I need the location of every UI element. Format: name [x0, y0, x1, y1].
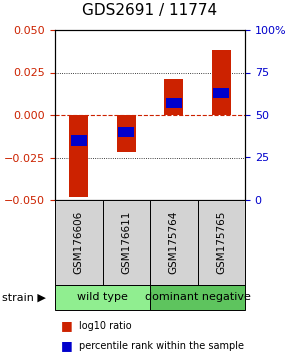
- Bar: [212, 50, 231, 115]
- Text: GSM176606: GSM176606: [74, 211, 84, 274]
- Text: strain ▶: strain ▶: [2, 292, 46, 303]
- FancyBboxPatch shape: [55, 285, 150, 310]
- Text: GSM175765: GSM175765: [216, 211, 226, 274]
- Text: ■: ■: [61, 339, 73, 353]
- FancyBboxPatch shape: [103, 200, 150, 285]
- Bar: [71, 135, 87, 145]
- Bar: [213, 88, 229, 98]
- FancyBboxPatch shape: [150, 200, 197, 285]
- Bar: [164, 79, 183, 115]
- Text: GDS2691 / 11774: GDS2691 / 11774: [82, 3, 218, 18]
- Bar: [118, 127, 134, 137]
- Bar: [117, 115, 136, 153]
- Text: wild type: wild type: [77, 292, 128, 303]
- FancyBboxPatch shape: [197, 200, 245, 285]
- Text: dominant negative: dominant negative: [145, 292, 250, 303]
- Text: ■: ■: [61, 319, 73, 332]
- Bar: [69, 115, 88, 196]
- Text: GSM175764: GSM175764: [169, 211, 179, 274]
- FancyBboxPatch shape: [55, 200, 103, 285]
- Text: log10 ratio: log10 ratio: [79, 321, 132, 331]
- Bar: [166, 98, 182, 108]
- FancyBboxPatch shape: [150, 285, 245, 310]
- Text: GSM176611: GSM176611: [121, 211, 131, 274]
- Text: percentile rank within the sample: percentile rank within the sample: [79, 341, 244, 351]
